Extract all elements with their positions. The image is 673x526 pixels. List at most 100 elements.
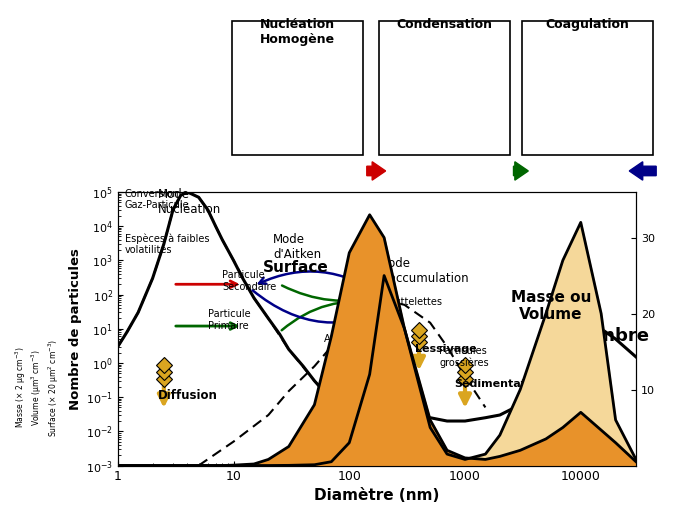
Circle shape [277, 110, 290, 124]
Circle shape [394, 65, 400, 71]
Circle shape [578, 72, 598, 92]
Circle shape [575, 86, 586, 96]
Circle shape [269, 80, 283, 94]
Circle shape [283, 39, 290, 46]
Text: Nombre: Nombre [569, 327, 649, 346]
Circle shape [271, 64, 279, 72]
Circle shape [620, 59, 629, 68]
Circle shape [538, 61, 556, 78]
Circle shape [486, 63, 497, 74]
Circle shape [549, 115, 569, 135]
Text: Nucléation
Homogène: Nucléation Homogène [260, 18, 335, 46]
Circle shape [406, 44, 417, 56]
Circle shape [427, 136, 439, 147]
Circle shape [486, 107, 497, 119]
Text: Particules
grossières: Particules grossières [439, 346, 489, 368]
Circle shape [247, 90, 254, 98]
Circle shape [299, 55, 306, 63]
Text: Gouttelettes: Gouttelettes [382, 297, 443, 307]
Circle shape [542, 105, 552, 115]
Circle shape [610, 50, 619, 59]
Circle shape [450, 136, 462, 147]
Circle shape [310, 107, 317, 115]
Ellipse shape [411, 47, 479, 134]
Circle shape [450, 34, 462, 46]
Circle shape [549, 96, 569, 116]
Circle shape [281, 85, 295, 98]
Circle shape [386, 85, 398, 96]
Circle shape [336, 48, 344, 56]
Circle shape [454, 138, 459, 144]
Circle shape [267, 103, 281, 117]
Circle shape [270, 106, 277, 114]
Circle shape [279, 113, 287, 120]
Circle shape [606, 46, 623, 64]
Circle shape [392, 107, 403, 119]
Text: Mode
d'accumulation: Mode d'accumulation [379, 257, 470, 285]
Circle shape [494, 88, 499, 93]
Text: Surface: Surface [263, 260, 329, 276]
Circle shape [542, 116, 552, 126]
Circle shape [555, 120, 565, 129]
Circle shape [543, 48, 552, 57]
Circle shape [474, 47, 480, 53]
Circle shape [285, 117, 298, 130]
Circle shape [272, 83, 280, 90]
Circle shape [472, 44, 483, 56]
Circle shape [563, 71, 573, 81]
Text: Masse (× 2 µg cm$^{-3}$)
Volume (µm$^{3}$ cm$^{-3}$)
Surface (× 20 µm$^{2}$ cm$^: Masse (× 2 µg cm$^{-3}$) Volume (µm$^{3}… [13, 339, 61, 437]
Circle shape [344, 66, 351, 74]
Circle shape [534, 57, 542, 65]
Circle shape [279, 36, 293, 49]
Ellipse shape [421, 61, 468, 120]
Circle shape [594, 113, 611, 130]
Text: Conversion
Gaz-Particule: Conversion Gaz-Particule [125, 189, 189, 210]
Circle shape [284, 88, 292, 95]
Circle shape [299, 63, 307, 70]
Circle shape [394, 110, 400, 116]
Circle shape [335, 43, 343, 50]
Circle shape [281, 127, 289, 134]
Circle shape [296, 59, 310, 73]
Circle shape [244, 87, 258, 101]
Circle shape [610, 68, 619, 76]
Text: Coagulation: Coagulation [545, 18, 629, 32]
Circle shape [274, 113, 281, 120]
Circle shape [310, 72, 323, 85]
Circle shape [310, 78, 318, 86]
Circle shape [295, 52, 310, 66]
Circle shape [341, 64, 355, 77]
Circle shape [244, 78, 252, 86]
Circle shape [537, 99, 557, 119]
Circle shape [333, 45, 347, 59]
Circle shape [598, 100, 606, 108]
Circle shape [562, 110, 572, 120]
Circle shape [553, 57, 561, 65]
Circle shape [596, 55, 614, 72]
Circle shape [430, 138, 435, 144]
Circle shape [242, 86, 256, 99]
Circle shape [491, 85, 503, 96]
Circle shape [271, 110, 285, 124]
Circle shape [557, 105, 577, 125]
Circle shape [454, 37, 459, 43]
Circle shape [489, 110, 495, 116]
Circle shape [307, 75, 321, 89]
Circle shape [312, 75, 320, 83]
Y-axis label: Nombre de particules: Nombre de particules [69, 248, 81, 410]
Circle shape [537, 111, 557, 131]
Circle shape [538, 44, 556, 61]
Text: Particule
Primaire: Particule Primaire [208, 309, 250, 331]
Circle shape [555, 101, 565, 111]
Circle shape [474, 128, 480, 134]
Circle shape [409, 128, 415, 134]
Circle shape [559, 78, 578, 98]
Circle shape [252, 112, 265, 125]
Circle shape [472, 126, 483, 137]
Circle shape [603, 104, 621, 122]
Circle shape [571, 82, 591, 101]
Circle shape [332, 40, 346, 54]
Circle shape [269, 61, 282, 75]
Circle shape [606, 64, 623, 80]
Circle shape [548, 52, 565, 69]
